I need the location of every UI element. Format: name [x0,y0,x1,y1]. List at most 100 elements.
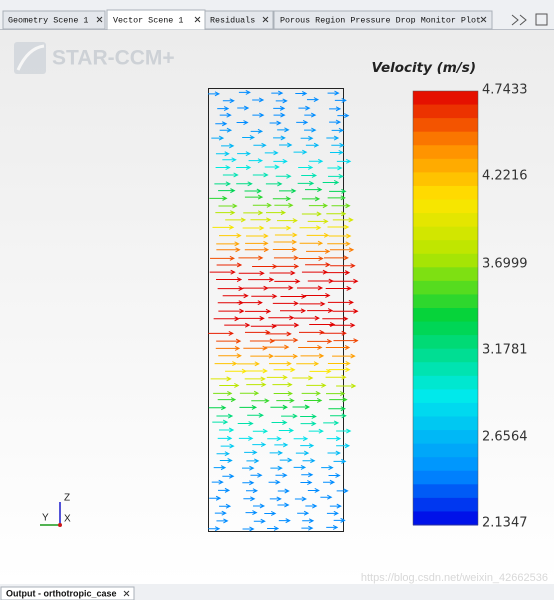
tab-close[interactable] [96,16,103,23]
vector-arrow [278,518,291,524]
vector-arrow [299,301,326,307]
colorbar-band [413,145,478,160]
tab-label[interactable]: Geometry Scene 1 [8,16,88,26]
tab[interactable]: Porous Region Pressure Drop Monitor Plot [273,10,493,30]
vector-arrow [220,443,235,449]
vector-arrow [279,142,293,148]
vector-arrow [326,391,346,397]
maximize-button[interactable] [535,13,548,26]
vector-arrow [276,218,298,224]
vector-arrow [222,172,239,178]
vector-arrow [331,203,351,209]
tab[interactable]: Geometry Scene 1 [2,10,106,30]
colorbar-label: 2.6564 [482,430,528,445]
vector-arrow [300,421,317,427]
vector-arrow [216,518,229,524]
vector-arrow [214,181,231,187]
vector-arrow [208,330,234,336]
vector-arrow [216,413,234,419]
vector-arrow [272,300,299,306]
vector-arrow [323,420,340,426]
tab-close[interactable] [123,590,130,597]
vector-arrow [300,480,313,485]
vector-arrow [216,241,240,247]
vector-arrow [270,404,288,410]
colorbar-border [412,90,479,526]
vector-arrow [218,188,236,194]
vector-arrow [252,428,269,434]
vector-arrow [304,187,323,193]
colorbar-band [413,484,478,499]
vector-arrow [214,510,227,516]
vector-arrow [308,428,324,434]
vector-arrow [277,502,290,508]
scroll-button[interactable] [511,14,527,26]
vector-arrow [307,338,333,344]
vector-arrow [211,479,224,485]
vector-arrow [331,142,345,148]
vector-arrow [321,465,334,471]
vector-arrow [212,419,229,425]
vector-arrow [273,255,299,261]
vector-arrow [250,472,263,478]
vector-arrow [208,91,221,97]
vector-arrow [274,442,289,448]
logo: STAR-CCM+ [14,42,175,74]
vector-arrow [300,414,317,419]
vector-arrow [221,143,235,149]
vector-arrow [323,255,349,261]
vector-arrow [237,105,250,111]
vector-arrow [271,90,284,96]
tab[interactable]: Vector Scene 1 [106,9,206,31]
colorbar-band [413,185,478,200]
vector-arrow [308,203,329,209]
vector-arrow [216,247,241,253]
vector-arrow [245,488,259,494]
vector-arrow [327,450,341,456]
vector-arrow [251,293,278,299]
vector-arrow [251,398,270,404]
vector-arrow [273,337,299,343]
vector-arrow [266,374,288,380]
colorbar-band [413,213,478,228]
tab-label[interactable]: Residuals [210,16,255,26]
tab-close[interactable] [480,16,487,23]
vector-arrow [304,112,317,118]
vector-arrow [299,225,322,231]
vector-arrow [298,165,314,170]
vector-arrow [332,353,356,359]
vector-arrow [295,91,308,96]
output-tab[interactable]: Output - orthotropic_case [0,586,135,600]
tab-label[interactable]: Vector Scene 1 [113,16,183,26]
vector-arrow [302,458,316,464]
vector-arrow [236,120,249,125]
colorbar [412,90,479,526]
tab-close[interactable] [262,16,269,23]
vector-arrow [218,487,231,493]
vector-arrow [249,338,276,344]
vector-arrow [306,97,320,103]
vector-arrow [328,367,351,373]
vector-arrow [300,353,325,359]
vector-arrow [274,202,294,208]
vector-arrow [269,450,284,456]
vector-arrow [265,181,283,187]
vector-arrow [238,315,265,321]
vector-arrow [271,420,288,425]
vector-arrow [216,277,243,282]
vector-arrow [327,361,351,366]
vector-arrow [239,390,260,396]
vector-arrow [210,255,236,261]
vector-arrow [302,518,315,524]
colorbar-band [413,240,478,255]
tab-close[interactable] [194,16,201,23]
vector-arrow [273,135,286,141]
vector-arrow [265,210,287,216]
colorbar-band [413,280,478,295]
tab-label[interactable]: Porous Region Pressure Drop Monitor Plot [280,16,481,26]
vector-arrow [279,188,297,194]
vector-arrow [306,232,330,238]
tab[interactable]: Residuals [204,10,274,30]
output-tab-label[interactable]: Output - orthotropic_case [6,588,117,598]
vector-arrow [238,89,251,95]
